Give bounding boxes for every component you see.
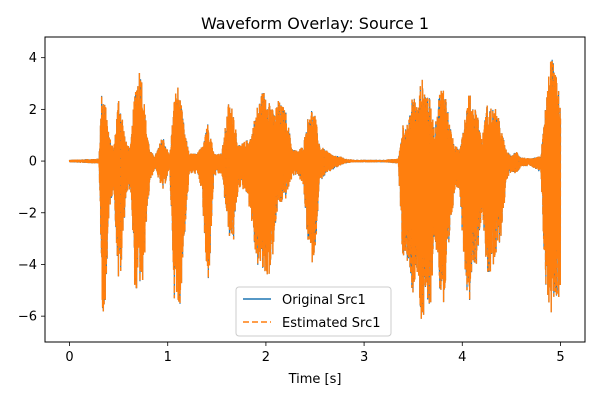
y-tick-label: 4	[29, 51, 37, 66]
y-tick-label: −4	[18, 258, 37, 273]
x-tick-label: 3	[360, 350, 368, 365]
plot-area	[68, 59, 562, 319]
y-tick-label: −6	[18, 310, 37, 325]
x-axis: 0 1 2 3 4 5	[65, 342, 565, 365]
x-axis-label: Time [s]	[288, 372, 342, 387]
y-tick-label: 2	[29, 103, 37, 118]
chart-title: Waveform Overlay: Source 1	[201, 14, 429, 33]
legend-label-original: Original Src1	[282, 293, 366, 308]
legend: Original Src1 Estimated Src1	[235, 286, 392, 337]
legend-box	[235, 286, 392, 337]
x-tick-label: 0	[65, 350, 73, 365]
plot-frame	[44, 36, 586, 343]
legend-label-estimated: Estimated Src1	[282, 316, 381, 331]
y-tick-label: −2	[18, 206, 37, 221]
y-tick-label: 0	[29, 155, 37, 170]
x-tick-label: 1	[164, 350, 172, 365]
x-tick-label: 2	[262, 350, 270, 365]
x-tick-label: 4	[458, 350, 466, 365]
x-tick-label: 5	[556, 350, 564, 365]
y-axis: −6 −4 −2 0 2 4	[18, 51, 45, 325]
series-estimated-src1	[68, 59, 562, 319]
